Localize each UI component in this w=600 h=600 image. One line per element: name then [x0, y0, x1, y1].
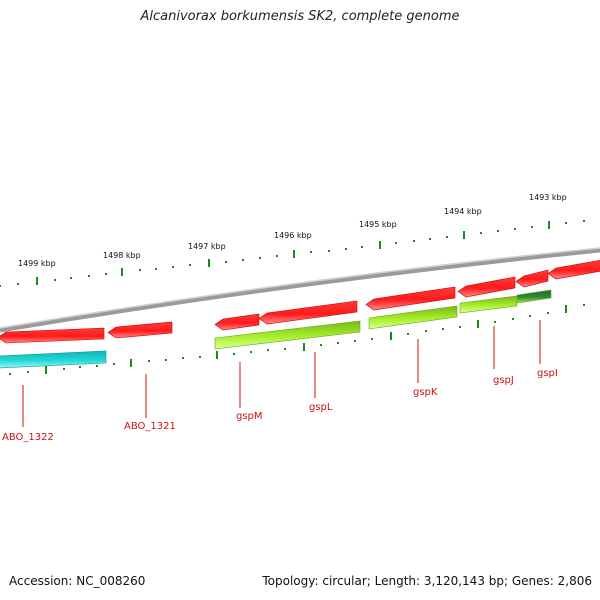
forward-gene-arrow-gene-8	[547, 260, 600, 280]
scale-label: 1493 kbp	[529, 193, 567, 202]
forward-gene-arrow-gene-2	[107, 321, 173, 339]
gene-label: ABO_1321	[124, 421, 176, 432]
scale-label: 1495 kbp	[359, 220, 397, 229]
genome-backbone	[0, 247, 600, 333]
gene-label: gspL	[309, 402, 333, 413]
reverse-gene-arrow-gspk	[368, 305, 458, 330]
reverse-gene-arrow-gspj	[459, 295, 518, 314]
reverse-gene-arrow-gspl	[214, 320, 361, 350]
forward-gene-arrow-gene-7	[515, 269, 549, 288]
gene-label: gspJ	[493, 375, 514, 386]
gene-label: gspK	[413, 387, 438, 398]
scale-label: 1497 kbp	[188, 242, 226, 251]
accession-label: Accession: NC_008260	[9, 574, 146, 588]
scale-label: 1494 kbp	[444, 207, 482, 216]
forward-gene-arrow-gene-3	[214, 313, 260, 331]
forward-gene-arrow-gene-4	[258, 300, 358, 325]
genome-backbone-highlight	[0, 247, 600, 329]
scale-label: 1498 kbp	[103, 251, 141, 260]
scale-label: 1496 kbp	[274, 231, 312, 240]
map-title: Alcanivorax borkumensis SK2, complete ge…	[140, 9, 460, 24]
genome-info-label: Topology: circular; Length: 3,120,143 bp…	[262, 574, 592, 588]
gene-label: gspM	[236, 411, 263, 422]
reverse-gene-arrow-abo_1322	[0, 350, 107, 369]
forward-gene-arrow-gene-1	[0, 327, 105, 344]
gene-label: gspI	[537, 368, 558, 379]
reverse-gene-arrow-gspi	[516, 289, 552, 304]
scale-label: 1499 kbp	[18, 259, 56, 268]
forward-gene-arrow-gene-6	[457, 276, 516, 298]
forward-gene-arrow-gene-5	[365, 286, 456, 311]
gene-label: ABO_1322	[2, 432, 54, 443]
